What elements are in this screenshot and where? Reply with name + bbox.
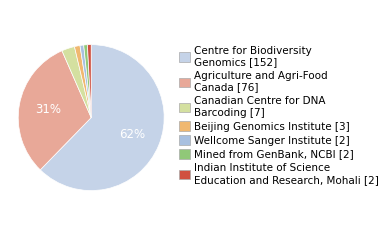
Wedge shape — [84, 45, 91, 118]
Wedge shape — [18, 51, 91, 170]
Wedge shape — [74, 46, 91, 118]
Wedge shape — [80, 45, 91, 118]
Wedge shape — [87, 45, 91, 118]
Text: 62%: 62% — [119, 128, 145, 141]
Wedge shape — [62, 47, 91, 118]
Legend: Centre for Biodiversity
Genomics [152], Agriculture and Agri-Food
Canada [76], C: Centre for Biodiversity Genomics [152], … — [179, 46, 378, 185]
Wedge shape — [40, 45, 164, 191]
Text: 31%: 31% — [35, 103, 61, 116]
